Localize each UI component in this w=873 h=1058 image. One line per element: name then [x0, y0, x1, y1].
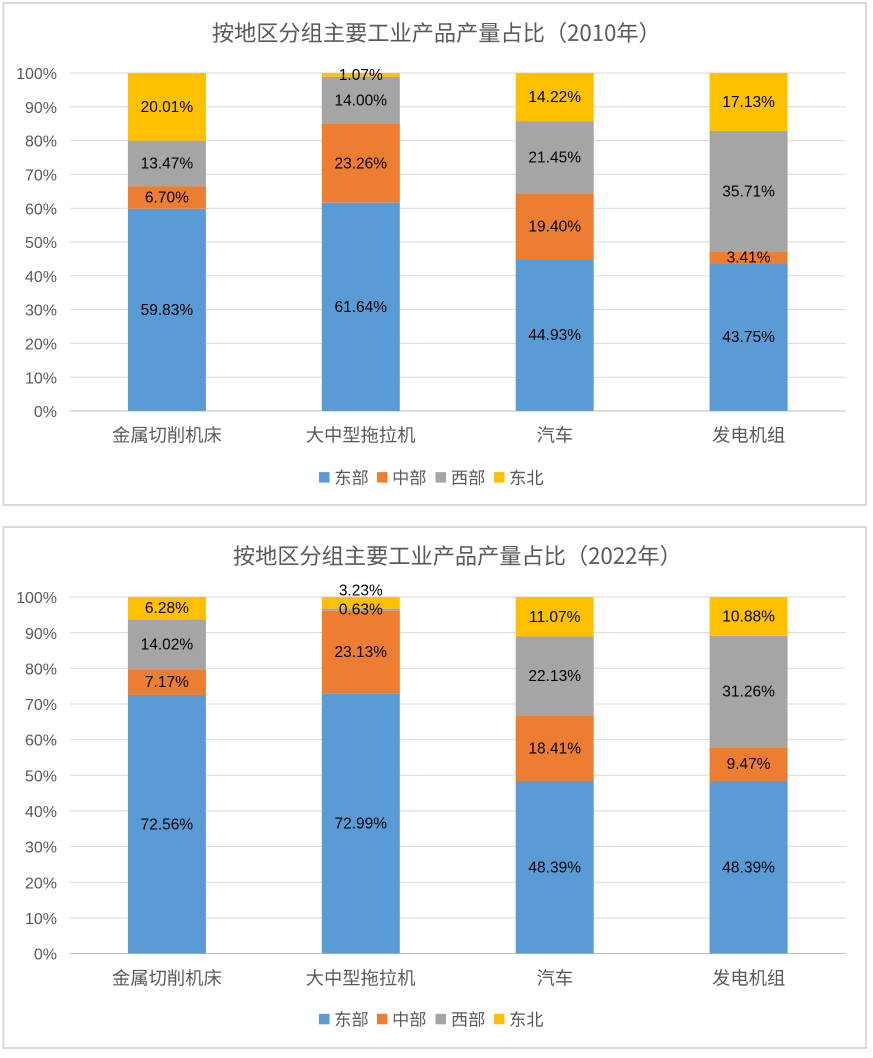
- svg-text:90%: 90%: [25, 100, 57, 117]
- svg-text:35.71%: 35.71%: [722, 183, 775, 200]
- svg-text:40%: 40%: [25, 269, 57, 286]
- svg-text:60%: 60%: [25, 733, 57, 750]
- svg-text:48.39%: 48.39%: [528, 859, 581, 876]
- svg-text:7.17%: 7.17%: [145, 674, 189, 691]
- svg-text:70%: 70%: [25, 697, 57, 714]
- svg-text:48.39%: 48.39%: [722, 859, 775, 876]
- svg-text:22.13%: 22.13%: [528, 668, 581, 685]
- svg-text:72.56%: 72.56%: [141, 816, 194, 833]
- svg-text:100%: 100%: [16, 66, 57, 83]
- svg-text:50%: 50%: [25, 235, 57, 252]
- svg-text:60%: 60%: [25, 201, 57, 218]
- svg-text:0.63%: 0.63%: [339, 602, 383, 619]
- svg-text:40%: 40%: [25, 804, 57, 821]
- svg-text:23.26%: 23.26%: [335, 155, 388, 172]
- svg-text:3.23%: 3.23%: [339, 583, 383, 600]
- svg-text:10%: 10%: [25, 370, 57, 387]
- svg-text:11.07%: 11.07%: [529, 609, 581, 626]
- svg-text:43.75%: 43.75%: [722, 329, 775, 346]
- svg-text:10%: 10%: [25, 911, 57, 928]
- svg-text:31.26%: 31.26%: [722, 684, 775, 701]
- svg-text:20%: 20%: [25, 337, 57, 354]
- svg-text:10.88%: 10.88%: [722, 609, 775, 626]
- svg-text:23.13%: 23.13%: [335, 644, 388, 661]
- svg-text:44.93%: 44.93%: [528, 327, 581, 344]
- svg-text:61.64%: 61.64%: [335, 299, 388, 316]
- svg-text:0%: 0%: [34, 947, 57, 964]
- svg-text:19.40%: 19.40%: [528, 219, 581, 236]
- svg-text:90%: 90%: [25, 626, 57, 643]
- svg-text:72.99%: 72.99%: [335, 816, 388, 833]
- svg-text:6.70%: 6.70%: [145, 190, 189, 207]
- svg-text:3.41%: 3.41%: [727, 250, 771, 267]
- svg-text:30%: 30%: [25, 303, 57, 320]
- svg-text:9.47%: 9.47%: [727, 756, 771, 773]
- svg-text:13.47%: 13.47%: [141, 156, 194, 173]
- svg-text:17.13%: 17.13%: [722, 94, 775, 111]
- svg-text:20%: 20%: [25, 875, 57, 892]
- svg-text:20.01%: 20.01%: [141, 99, 194, 116]
- svg-text:100%: 100%: [16, 590, 57, 607]
- svg-text:18.41%: 18.41%: [528, 740, 581, 757]
- svg-text:80%: 80%: [25, 134, 57, 151]
- svg-text:14.22%: 14.22%: [528, 89, 581, 106]
- svg-text:14.02%: 14.02%: [141, 636, 194, 653]
- svg-text:59.83%: 59.83%: [141, 302, 194, 319]
- svg-text:0%: 0%: [34, 404, 57, 421]
- svg-text:6.28%: 6.28%: [145, 600, 189, 617]
- svg-text:30%: 30%: [25, 840, 57, 857]
- svg-text:1.07%: 1.07%: [339, 67, 383, 84]
- svg-text:80%: 80%: [25, 661, 57, 678]
- svg-text:70%: 70%: [25, 168, 57, 185]
- svg-text:14.00%: 14.00%: [335, 93, 388, 110]
- svg-text:50%: 50%: [25, 768, 57, 785]
- svg-text:21.45%: 21.45%: [528, 149, 581, 166]
